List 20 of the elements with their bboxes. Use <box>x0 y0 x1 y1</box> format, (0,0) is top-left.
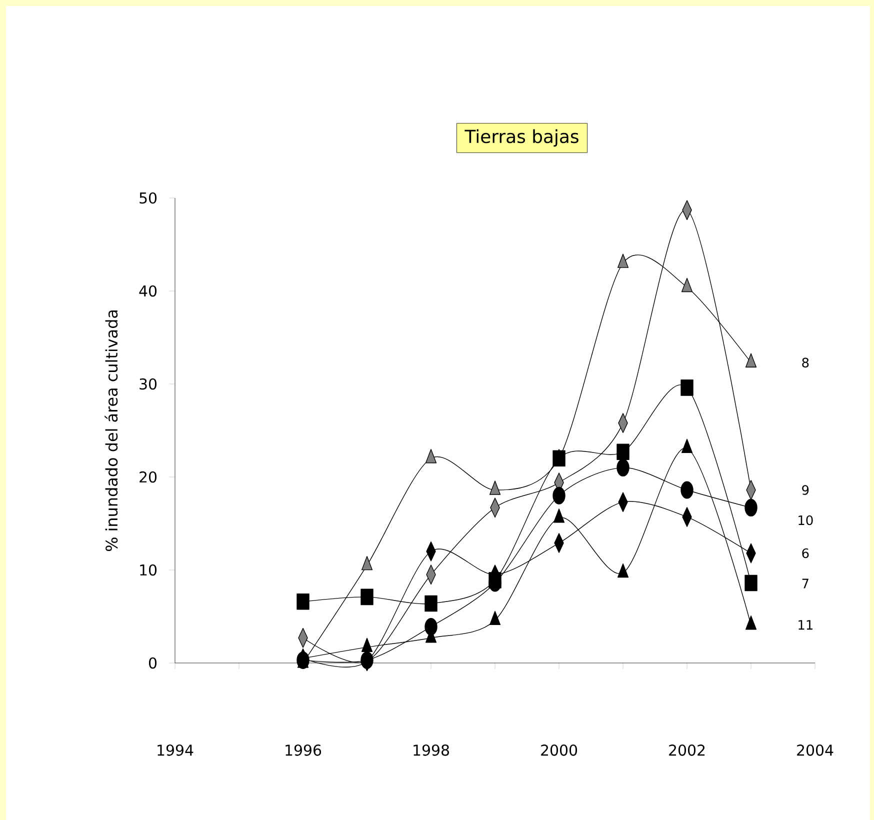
x-tick-label: 1996 <box>286 744 322 756</box>
x-tick-label: 1998 <box>414 744 449 756</box>
text: 9 <box>802 485 809 495</box>
y-tick-label: 10 <box>140 564 157 576</box>
text: 7 <box>802 578 808 588</box>
text: 8 <box>802 358 809 368</box>
y-tick-label: 20 <box>140 471 157 483</box>
x-tick-label: 2000 <box>541 744 578 756</box>
x-tick-label: 2004 <box>797 744 834 756</box>
y-tick-label: 30 <box>140 378 157 390</box>
text: 11 <box>798 620 812 630</box>
text: 10 <box>798 515 813 526</box>
text: 6 <box>802 548 809 558</box>
y-tick-label: 0 <box>148 657 157 669</box>
x-tick-label: 2002 <box>669 744 705 756</box>
y-axis-title: % inundado del área cultivada <box>104 310 118 552</box>
y-tick-label: 50 <box>140 192 157 204</box>
x-tick-label: 1994 <box>158 744 194 756</box>
y-tick-label: 40 <box>139 285 157 297</box>
chart-title: Tierras bajas <box>464 129 578 147</box>
